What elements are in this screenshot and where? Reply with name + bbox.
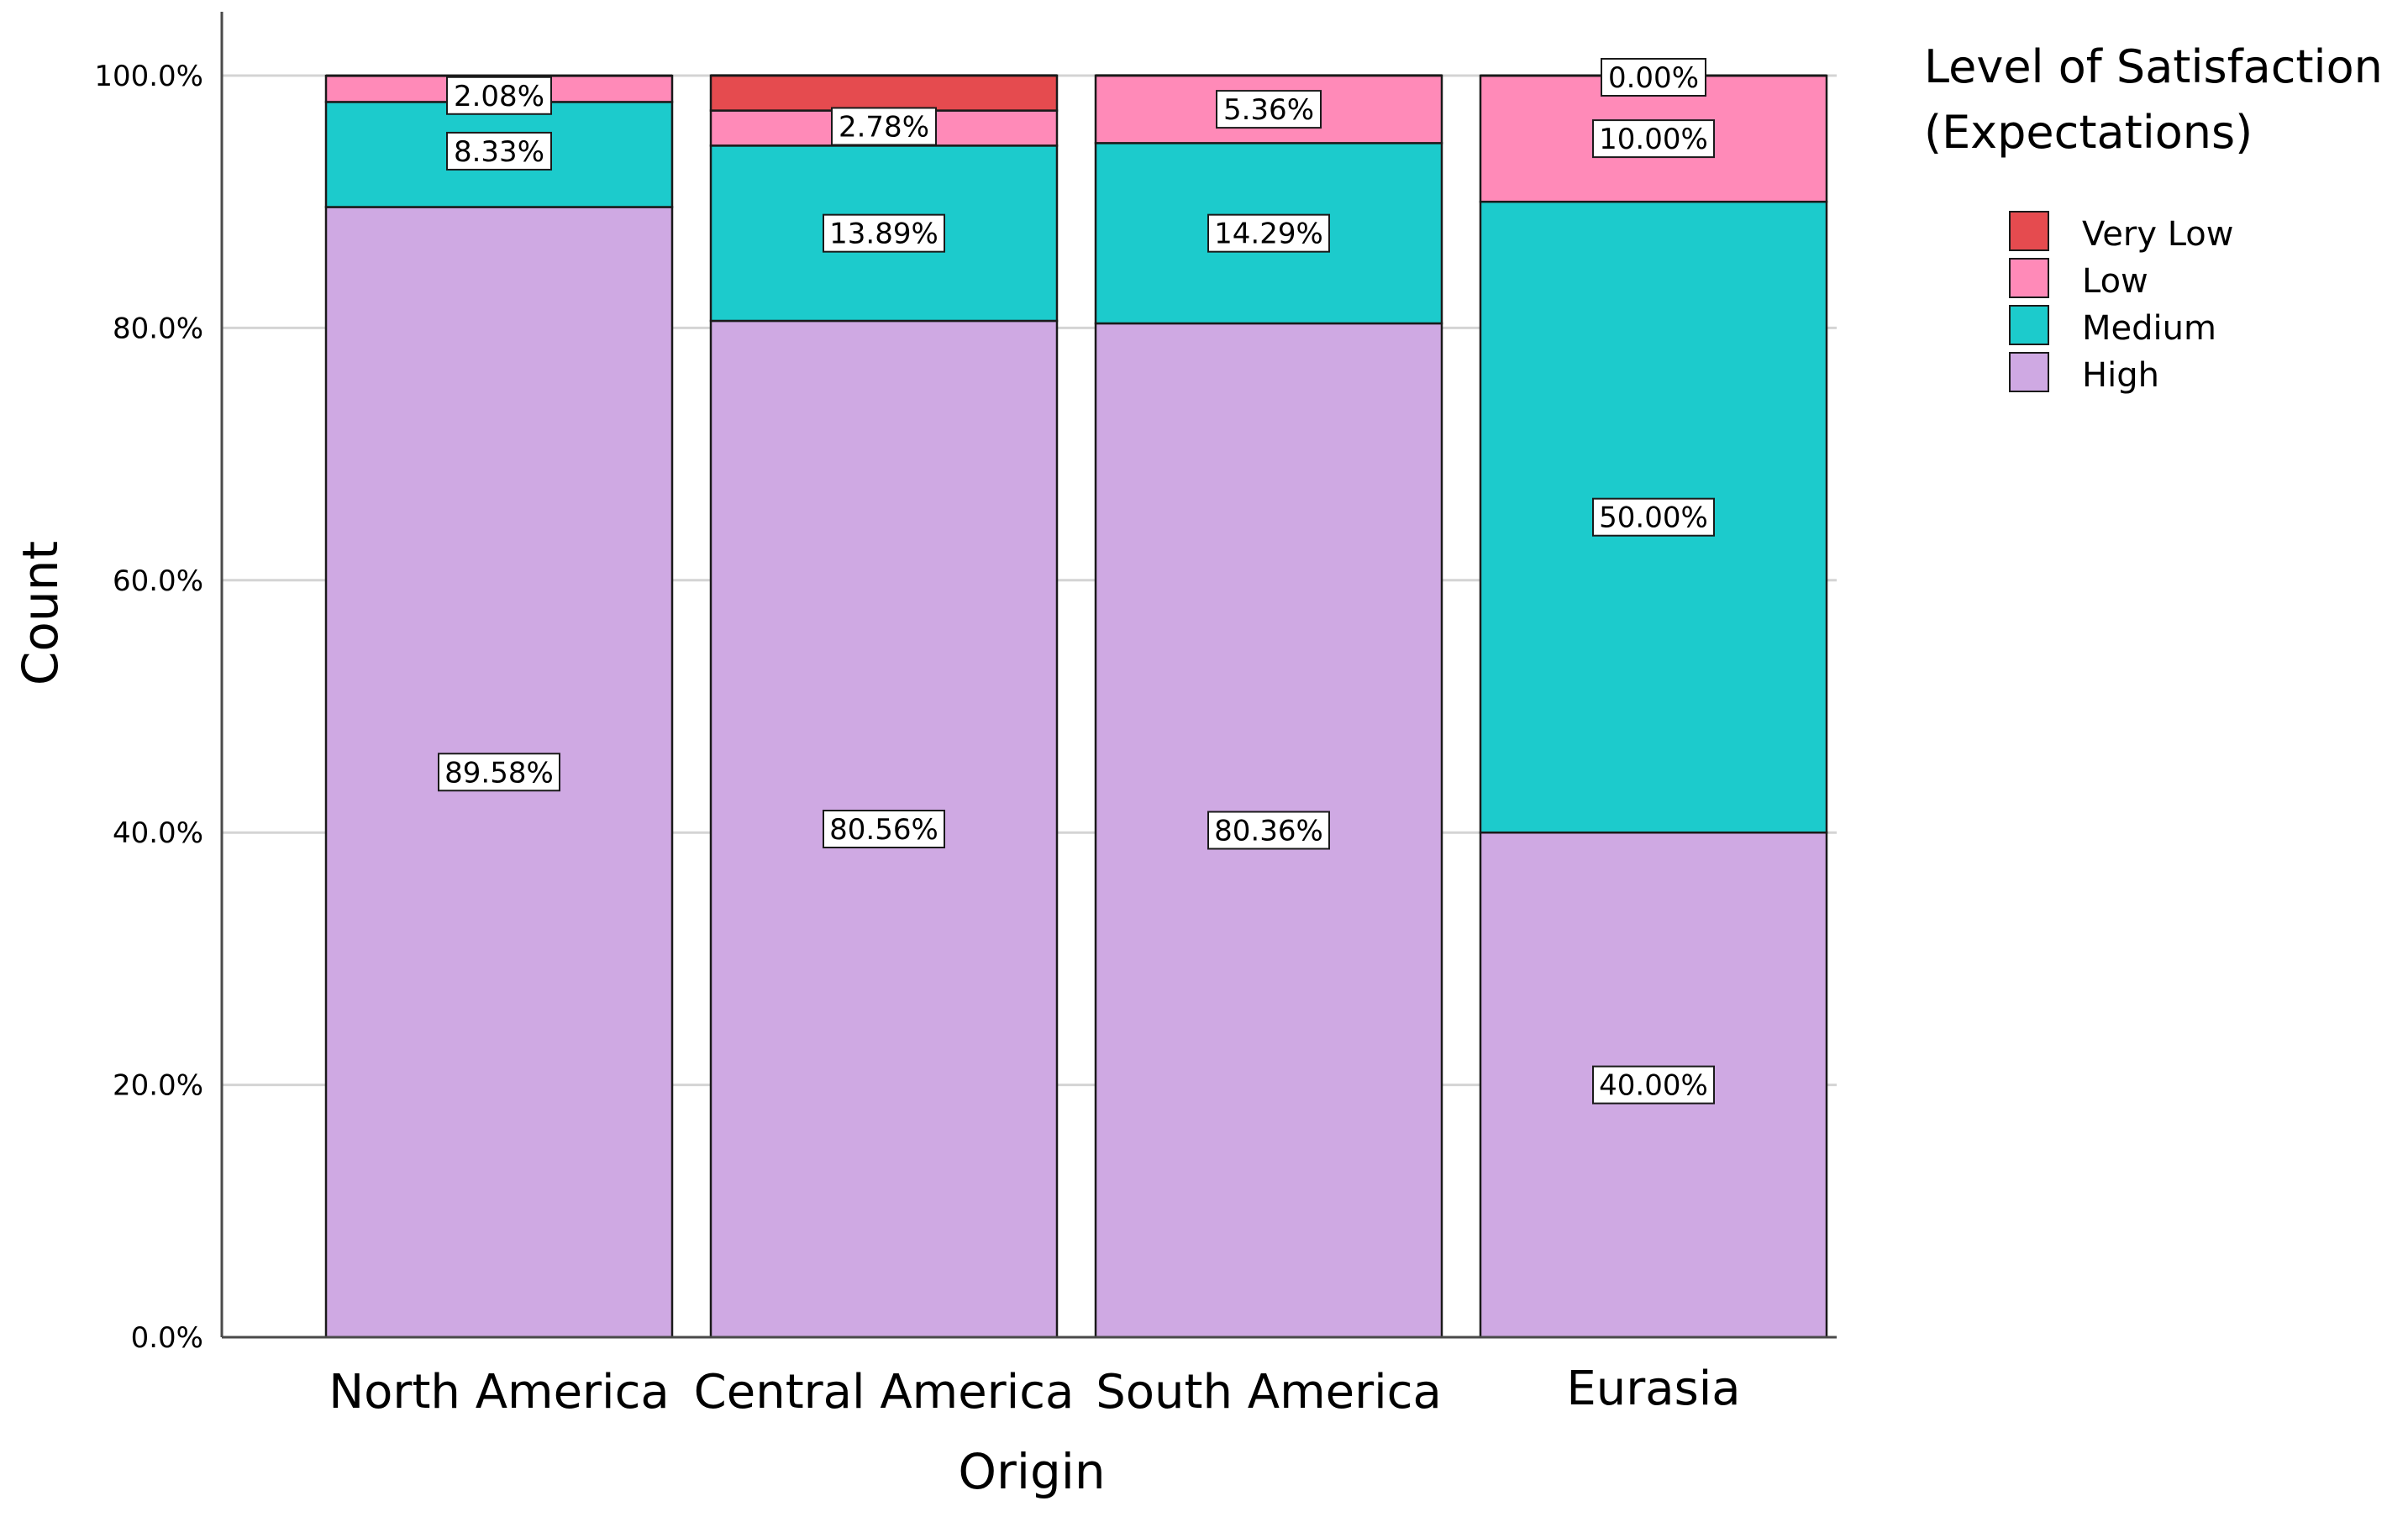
data-label-box <box>446 131 552 171</box>
legend-title-line-1: Level of Satisfaction <box>1924 40 2383 93</box>
data-label-box <box>823 213 945 253</box>
data-label-group: 89.58% <box>438 753 560 792</box>
data-label-box <box>438 753 560 792</box>
data-label-group: 80.56% <box>823 809 945 848</box>
bar-segment <box>709 74 1059 112</box>
y-axis-title: Count <box>12 541 69 685</box>
data-label-group: 13.89% <box>823 213 945 253</box>
data-label-box <box>446 76 552 115</box>
data-label-box <box>1207 811 1330 850</box>
data-label-box <box>1207 213 1330 253</box>
data-label-box <box>831 107 937 146</box>
data-label: 2.78% <box>839 110 929 144</box>
data-labels-layer: 89.58% 8.33% 2.08% 80.56% 13.89% 2.78% 80.36% 1… <box>438 58 1715 1105</box>
data-label-group: 2.78% <box>831 107 937 146</box>
axis-layer: 0.0% 20.0% 40.0% 60.0% 80.0% 100.0% North Amer… <box>94 12 1837 1420</box>
data-label: 14.29% <box>1214 218 1323 251</box>
data-label-box <box>1592 1065 1715 1105</box>
data-label-box <box>1216 90 1322 129</box>
data-label-group: 8.33% <box>446 131 552 171</box>
data-label: 80.36% <box>1214 814 1323 848</box>
data-label: 0.00% <box>1608 61 1699 95</box>
legend-label: High <box>2082 356 2159 395</box>
data-label-group: 5.36% <box>1216 90 1322 129</box>
data-label-box <box>1601 58 1706 97</box>
legend: Very Low Low Medium High <box>2009 211 2233 395</box>
data-label: 13.89% <box>829 218 938 251</box>
y-tick-label: 60.0% <box>113 564 203 598</box>
data-label: 89.58% <box>444 756 554 790</box>
y-tick-label: 100.0% <box>94 60 203 93</box>
x-tick-label: North America <box>329 1365 669 1420</box>
data-label: 8.33% <box>454 135 544 169</box>
legend-swatch <box>2009 352 2049 392</box>
legend-label: Very Low <box>2082 215 2233 254</box>
data-label: 40.00% <box>1599 1069 1708 1103</box>
data-label: 2.08% <box>454 80 544 113</box>
data-label-box <box>823 809 945 848</box>
data-label-group: 2.08% <box>446 76 552 115</box>
x-tick-label: Central America <box>694 1365 1075 1420</box>
data-label-group: 10.00% <box>1592 119 1715 159</box>
data-label-group: 40.00% <box>1592 1065 1715 1105</box>
legend-swatch <box>2009 305 2049 345</box>
bars-layer <box>324 74 1828 1339</box>
legend-swatch <box>2009 258 2049 298</box>
data-label: 50.00% <box>1599 501 1708 535</box>
data-label-box <box>1592 119 1715 159</box>
data-label-group: 0.00% <box>1601 58 1706 97</box>
data-label: 10.00% <box>1599 123 1708 156</box>
legend-label: Medium <box>2082 309 2216 348</box>
data-label-group: 50.00% <box>1592 497 1715 537</box>
data-label-group: 14.29% <box>1207 213 1330 253</box>
data-label: 80.56% <box>829 813 938 847</box>
y-tick-label: 40.0% <box>113 816 203 850</box>
legend-label: Low <box>2082 262 2148 301</box>
y-tick-label: 0.0% <box>131 1321 203 1355</box>
legend-swatch <box>2009 211 2049 251</box>
x-tick-label: Eurasia <box>1566 1362 1740 1416</box>
data-label-group: 80.36% <box>1207 811 1330 850</box>
x-axis-title: Origin <box>958 1443 1105 1500</box>
data-label-box <box>1592 497 1715 537</box>
y-tick-label: 20.0% <box>113 1069 203 1103</box>
data-label: 5.36% <box>1223 93 1314 127</box>
y-tick-label: 80.0% <box>113 312 203 345</box>
legend-title-line-2: (Expectations) <box>1924 106 2253 159</box>
x-tick-label: South America <box>1096 1365 1442 1420</box>
